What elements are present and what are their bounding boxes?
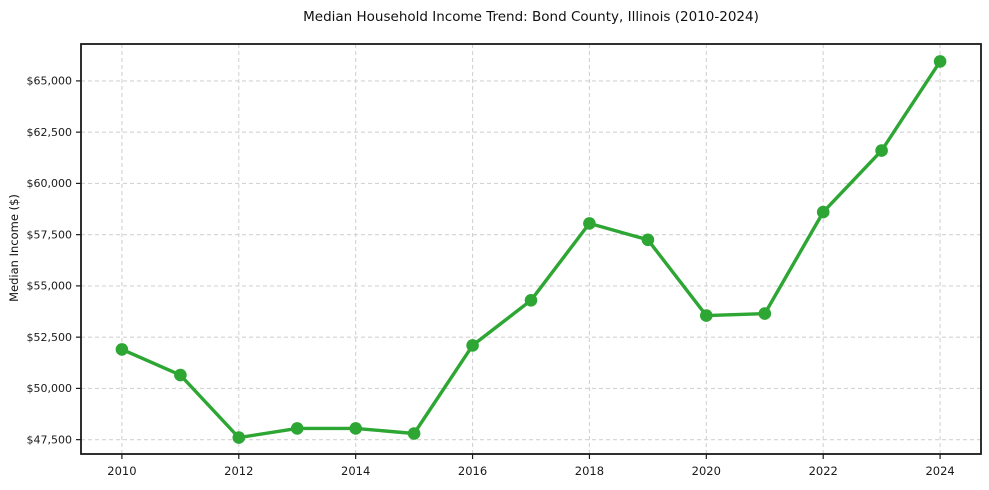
- x-tick-label: 2020: [692, 464, 721, 478]
- y-tick-label: $55,000: [27, 280, 73, 293]
- y-tick-label: $50,000: [27, 382, 73, 395]
- y-tick-label: $52,500: [27, 331, 73, 344]
- trend-line: [120, 59, 942, 440]
- data-point-2021: [758, 307, 772, 320]
- y-tick-label: $62,500: [27, 126, 73, 139]
- y-tick-label: $57,500: [27, 228, 73, 241]
- data-point-2018: [583, 217, 596, 230]
- data-point-2012: [232, 431, 246, 444]
- data-point-2023: [875, 144, 888, 157]
- x-tick-label: 2018: [575, 464, 604, 478]
- data-point-2010: [115, 343, 129, 356]
- data-point-2016: [466, 339, 479, 352]
- data-point-2013: [290, 422, 304, 435]
- x-tick-label: 2010: [107, 464, 136, 478]
- plot-frame: [80, 43, 982, 455]
- y-tick-label: $65,000: [27, 75, 73, 88]
- x-tick-label: 2016: [458, 464, 487, 478]
- data-point-2024: [933, 55, 947, 68]
- data-point-2022: [816, 205, 830, 219]
- data-point-2019: [641, 233, 655, 247]
- data-point-2017: [524, 294, 538, 307]
- data-point-2020: [700, 309, 713, 322]
- y-tick-label: $60,000: [27, 177, 73, 190]
- x-tick-label: 2012: [224, 464, 253, 478]
- data-point-2015: [407, 427, 421, 440]
- x-tick-label: 2022: [809, 464, 838, 478]
- data-point-2011: [174, 368, 187, 382]
- x-tick-label: 2014: [341, 464, 370, 478]
- chart-title: Median Household Income Trend: Bond Coun…: [303, 9, 759, 25]
- x-tick-label: 2024: [925, 464, 954, 478]
- y-tick-label: $47,500: [27, 433, 73, 446]
- data-point-2014: [349, 422, 363, 435]
